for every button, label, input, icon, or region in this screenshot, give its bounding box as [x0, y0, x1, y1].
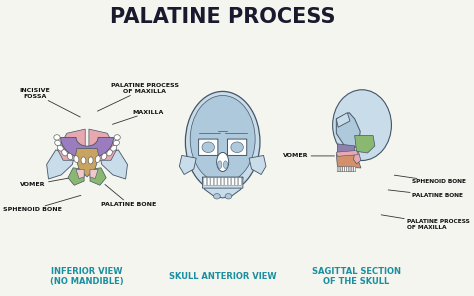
Polygon shape	[89, 129, 117, 160]
Polygon shape	[337, 151, 361, 168]
FancyBboxPatch shape	[214, 178, 217, 185]
Text: VOMER: VOMER	[283, 153, 335, 158]
Polygon shape	[202, 177, 243, 198]
Text: INCISIVE
FOSSA: INCISIVE FOSSA	[19, 88, 80, 117]
FancyBboxPatch shape	[341, 167, 343, 172]
Polygon shape	[68, 168, 84, 185]
Polygon shape	[337, 113, 350, 127]
Polygon shape	[355, 136, 375, 153]
Text: PALATINE PROCESS
OF MAXILLA: PALATINE PROCESS OF MAXILLA	[98, 83, 179, 111]
FancyBboxPatch shape	[204, 178, 207, 185]
Text: MAXILLA: MAXILLA	[112, 110, 164, 124]
Polygon shape	[90, 169, 98, 178]
FancyBboxPatch shape	[207, 178, 210, 185]
Ellipse shape	[114, 135, 120, 140]
FancyBboxPatch shape	[354, 167, 356, 172]
Polygon shape	[354, 151, 361, 164]
FancyBboxPatch shape	[228, 178, 231, 185]
Ellipse shape	[54, 135, 60, 140]
Ellipse shape	[217, 152, 228, 171]
Ellipse shape	[55, 140, 61, 146]
FancyBboxPatch shape	[348, 167, 350, 172]
Ellipse shape	[185, 91, 260, 192]
Polygon shape	[337, 150, 358, 156]
FancyBboxPatch shape	[346, 167, 348, 172]
FancyBboxPatch shape	[345, 167, 346, 172]
Ellipse shape	[231, 142, 243, 152]
Text: PALATINE PROCESS
OF MAXILLA: PALATINE PROCESS OF MAXILLA	[381, 215, 470, 230]
Polygon shape	[179, 155, 196, 175]
Ellipse shape	[333, 90, 392, 160]
FancyBboxPatch shape	[352, 167, 354, 172]
Polygon shape	[249, 155, 266, 175]
Ellipse shape	[81, 157, 86, 164]
Ellipse shape	[225, 194, 232, 199]
FancyBboxPatch shape	[337, 167, 339, 172]
Ellipse shape	[101, 153, 107, 160]
Text: SPHENOID BONE: SPHENOID BONE	[3, 195, 81, 212]
FancyBboxPatch shape	[228, 139, 247, 155]
Ellipse shape	[95, 156, 100, 163]
Polygon shape	[46, 150, 74, 179]
FancyBboxPatch shape	[199, 139, 218, 155]
Ellipse shape	[67, 153, 73, 160]
Text: PALATINE BONE: PALATINE BONE	[101, 184, 157, 207]
FancyBboxPatch shape	[339, 167, 341, 172]
Text: SAGITTAL SECTION
OF THE SKULL: SAGITTAL SECTION OF THE SKULL	[312, 267, 401, 287]
FancyBboxPatch shape	[221, 178, 224, 185]
Polygon shape	[100, 150, 128, 179]
Polygon shape	[61, 137, 113, 158]
Ellipse shape	[111, 145, 117, 151]
Ellipse shape	[107, 150, 112, 156]
Polygon shape	[337, 113, 360, 150]
Polygon shape	[76, 169, 84, 178]
Text: PALATINE BONE: PALATINE BONE	[388, 190, 463, 198]
FancyBboxPatch shape	[231, 178, 234, 185]
Ellipse shape	[190, 96, 255, 183]
Text: PALATINE PROCESS: PALATINE PROCESS	[110, 7, 336, 27]
Ellipse shape	[223, 161, 228, 168]
Text: SKULL ANTERIOR VIEW: SKULL ANTERIOR VIEW	[169, 272, 276, 281]
Polygon shape	[58, 129, 85, 160]
FancyBboxPatch shape	[218, 178, 220, 185]
Text: INFERIOR VIEW
(NO MANDIBLE): INFERIOR VIEW (NO MANDIBLE)	[50, 267, 124, 287]
Ellipse shape	[62, 150, 67, 156]
Polygon shape	[75, 149, 99, 177]
Polygon shape	[337, 144, 355, 154]
FancyBboxPatch shape	[350, 167, 352, 172]
FancyBboxPatch shape	[235, 178, 238, 185]
Ellipse shape	[113, 140, 119, 146]
Ellipse shape	[88, 157, 93, 164]
FancyBboxPatch shape	[343, 167, 345, 172]
Polygon shape	[90, 168, 106, 185]
Text: VOMER: VOMER	[20, 175, 84, 187]
Ellipse shape	[57, 145, 64, 151]
Text: SPHENOID BONE: SPHENOID BONE	[394, 175, 465, 184]
Ellipse shape	[202, 142, 215, 152]
Ellipse shape	[213, 194, 220, 199]
FancyBboxPatch shape	[225, 178, 228, 185]
FancyBboxPatch shape	[202, 177, 243, 188]
FancyBboxPatch shape	[238, 178, 241, 185]
Ellipse shape	[218, 161, 222, 168]
FancyBboxPatch shape	[211, 178, 213, 185]
Ellipse shape	[74, 156, 79, 163]
